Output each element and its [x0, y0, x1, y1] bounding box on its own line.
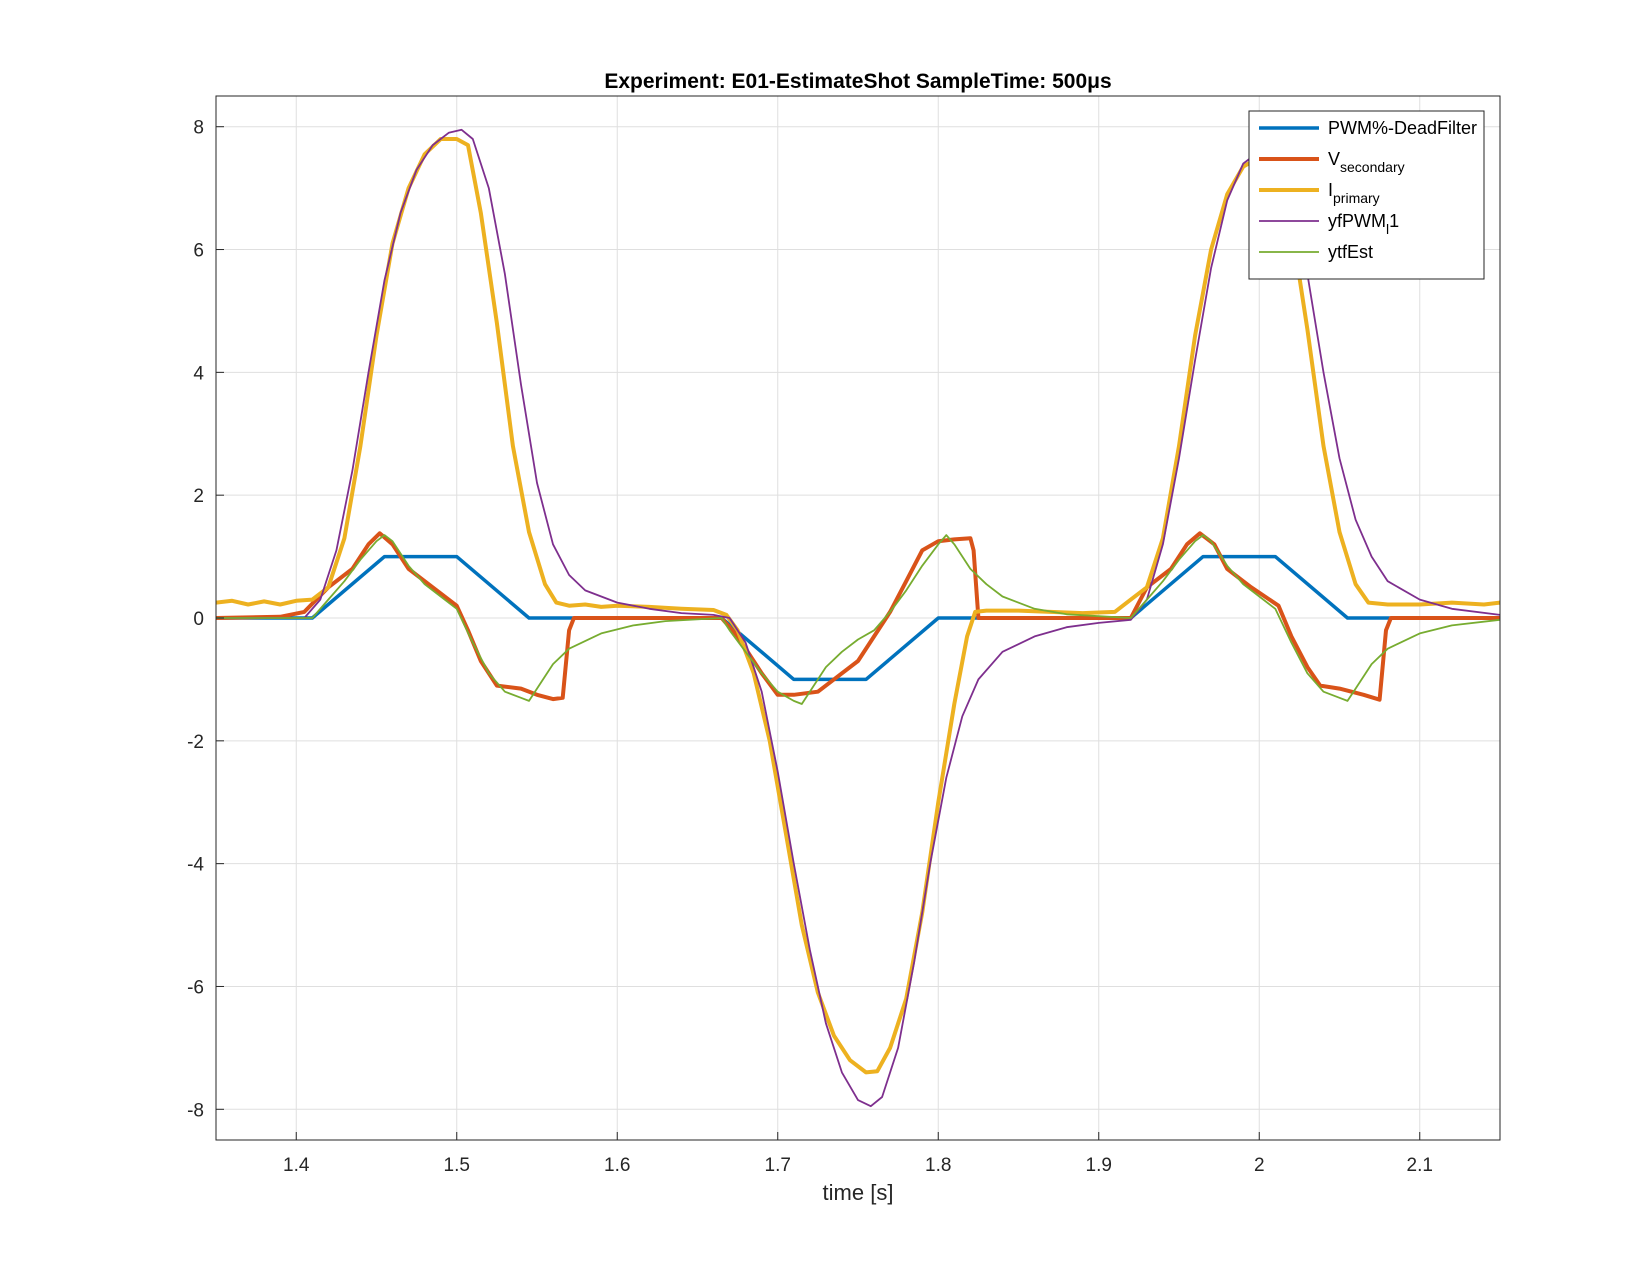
x-axis-label: time [s]	[823, 1180, 894, 1205]
x-tick-label: 2	[1254, 1155, 1265, 1176]
legend-label-tail: 1	[1389, 211, 1399, 231]
x-tick-label: 1.8	[925, 1155, 951, 1176]
y-tick-label: -6	[187, 977, 204, 998]
x-tick-label: 1.6	[604, 1155, 630, 1176]
axis-ticks: 1.4 1.5 1.6 1.7 1.8 1.9 2 2.1 8 6 4 2 0 -2 -4 -6 -8	[187, 118, 1433, 1176]
x-tick-label: 1.5	[444, 1155, 470, 1176]
y-tick-label: 4	[193, 363, 204, 384]
chart-title: Experiment: E01-EstimateShot SampleTime:…	[604, 70, 1111, 93]
y-tick-label: 6	[193, 241, 204, 262]
y-tick-label: -2	[187, 732, 204, 753]
legend-label: PWM%-DeadFilter	[1328, 118, 1477, 138]
legend-box	[1248, 110, 1485, 280]
legend: PWM%-DeadFilterVsecondaryIprimaryyfPWMl1…	[1248, 110, 1485, 280]
legend-label-subscript: l	[1386, 221, 1389, 237]
x-tick-label: 1.4	[283, 1155, 310, 1176]
legend-label-subscript: primary	[1333, 190, 1380, 206]
x-tick-label: 1.9	[1086, 1155, 1112, 1176]
series-line	[216, 534, 1500, 705]
y-tick-label: 2	[193, 486, 204, 507]
y-tick-label: -4	[187, 855, 204, 876]
series-line	[216, 554, 1500, 682]
x-tick-label: 2.1	[1407, 1155, 1433, 1176]
legend-label-subscript: secondary	[1340, 159, 1405, 175]
legend-label: ytfEst	[1328, 242, 1373, 262]
series-line	[216, 531, 1500, 702]
y-tick-label: 8	[193, 118, 204, 139]
y-tick-label: -8	[187, 1100, 204, 1121]
x-tick-label: 1.7	[765, 1155, 791, 1176]
y-tick-label: 0	[193, 609, 204, 630]
